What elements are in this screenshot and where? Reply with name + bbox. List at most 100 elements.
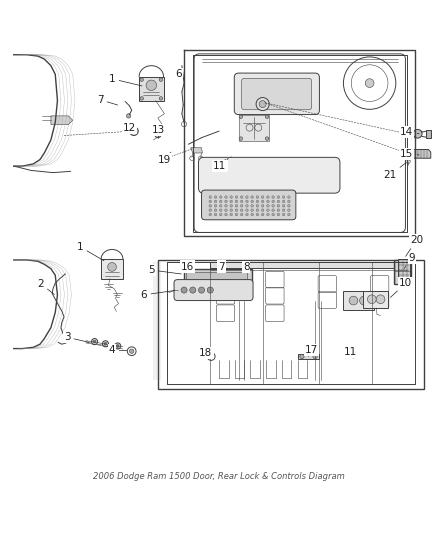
Polygon shape [363, 290, 389, 308]
Circle shape [376, 295, 385, 304]
Circle shape [225, 209, 227, 212]
Circle shape [261, 205, 264, 207]
Circle shape [140, 78, 144, 82]
Circle shape [214, 200, 217, 203]
Circle shape [225, 205, 227, 207]
Circle shape [277, 200, 280, 203]
Circle shape [272, 213, 275, 216]
Circle shape [256, 213, 259, 216]
Text: 11: 11 [343, 346, 357, 357]
Text: 19: 19 [158, 152, 171, 165]
Circle shape [219, 196, 222, 198]
Circle shape [246, 196, 248, 198]
Circle shape [225, 196, 227, 198]
Circle shape [102, 341, 109, 347]
Text: 2006 Dodge Ram 1500 Door, Rear Lock & Controls Diagram: 2006 Dodge Ram 1500 Door, Rear Lock & Co… [93, 472, 345, 481]
Text: 7: 7 [97, 95, 118, 105]
FancyBboxPatch shape [234, 73, 319, 115]
Circle shape [240, 196, 243, 198]
Polygon shape [297, 354, 319, 359]
Circle shape [209, 354, 213, 358]
Circle shape [240, 213, 243, 216]
Text: 13: 13 [152, 125, 166, 135]
Polygon shape [411, 130, 422, 138]
Polygon shape [191, 148, 202, 153]
Polygon shape [139, 77, 163, 101]
Circle shape [155, 132, 161, 138]
Circle shape [267, 200, 269, 203]
Circle shape [235, 196, 238, 198]
Circle shape [251, 200, 254, 203]
Text: 17: 17 [305, 345, 318, 357]
Circle shape [251, 213, 254, 216]
Circle shape [235, 205, 238, 207]
Circle shape [225, 200, 227, 203]
Circle shape [283, 213, 285, 216]
Circle shape [251, 205, 254, 207]
Circle shape [104, 343, 107, 345]
Circle shape [240, 205, 243, 207]
Circle shape [146, 80, 156, 91]
Polygon shape [398, 259, 410, 285]
Circle shape [127, 114, 131, 118]
Circle shape [230, 200, 233, 203]
Text: 4: 4 [109, 345, 127, 356]
Circle shape [130, 127, 138, 135]
Circle shape [246, 213, 248, 216]
Text: 14: 14 [400, 127, 419, 137]
Text: 1: 1 [77, 242, 104, 261]
Circle shape [313, 354, 317, 359]
Circle shape [140, 96, 144, 100]
Text: 7: 7 [218, 262, 225, 271]
Circle shape [265, 115, 269, 118]
Circle shape [256, 196, 259, 198]
Circle shape [198, 287, 205, 293]
Circle shape [267, 205, 269, 207]
Circle shape [214, 196, 217, 198]
Circle shape [288, 196, 290, 198]
Circle shape [214, 209, 217, 212]
Circle shape [230, 205, 233, 207]
Text: 20: 20 [406, 235, 423, 256]
Circle shape [256, 98, 269, 111]
Circle shape [288, 205, 290, 207]
Circle shape [93, 340, 96, 343]
Circle shape [240, 209, 243, 212]
Text: 15: 15 [400, 149, 419, 159]
Circle shape [240, 200, 243, 203]
Circle shape [267, 213, 269, 216]
FancyBboxPatch shape [174, 280, 253, 301]
Circle shape [251, 196, 254, 198]
Circle shape [214, 205, 217, 207]
Circle shape [288, 209, 290, 212]
Text: 12: 12 [123, 123, 136, 133]
Text: 8: 8 [243, 262, 249, 272]
Circle shape [246, 205, 248, 207]
Text: 6: 6 [176, 69, 183, 79]
FancyBboxPatch shape [201, 190, 296, 220]
Circle shape [277, 205, 280, 207]
Circle shape [181, 287, 187, 293]
Text: 10: 10 [390, 278, 413, 297]
Circle shape [190, 287, 196, 293]
Circle shape [261, 196, 264, 198]
Circle shape [235, 200, 238, 203]
Polygon shape [394, 260, 411, 284]
Circle shape [246, 200, 248, 203]
Circle shape [259, 101, 266, 108]
Circle shape [288, 200, 290, 203]
Circle shape [130, 349, 134, 353]
Circle shape [365, 79, 374, 87]
Circle shape [256, 205, 259, 207]
Circle shape [413, 130, 422, 138]
Circle shape [251, 209, 254, 212]
Circle shape [283, 196, 285, 198]
Circle shape [159, 78, 162, 82]
Circle shape [283, 205, 285, 207]
Circle shape [230, 196, 233, 198]
Circle shape [265, 137, 269, 140]
Bar [210, 262, 407, 268]
Text: 3: 3 [64, 332, 89, 342]
Circle shape [267, 196, 269, 198]
FancyBboxPatch shape [242, 78, 311, 110]
